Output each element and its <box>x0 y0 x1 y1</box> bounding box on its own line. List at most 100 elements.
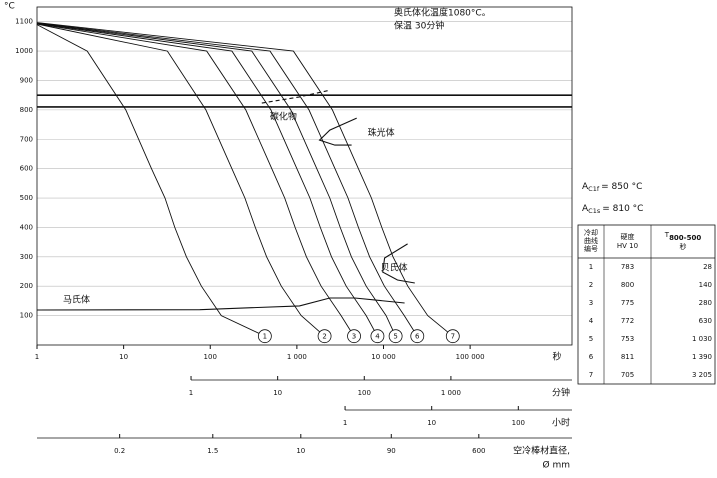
cooling-curve <box>36 24 266 337</box>
x-tick-label: 100 000 <box>456 353 485 361</box>
phase-boundary <box>261 89 330 104</box>
phase-label: 马氏体 <box>63 294 90 306</box>
table-header: T800-500 <box>664 231 702 242</box>
y-tick-label: 1000 <box>15 47 33 55</box>
curve-label: 5 <box>393 333 397 341</box>
secondary-tick-label: 1 000 <box>441 389 461 397</box>
y-tick-label: 100 <box>20 312 33 320</box>
secondary-tick-label: 100 <box>358 389 371 397</box>
table-cell: 705 <box>621 371 634 379</box>
x-unit: 秒 <box>552 351 561 363</box>
reference-label: AC1f = 850 °C <box>582 182 642 194</box>
y-tick-label: 500 <box>20 194 33 202</box>
y-tick-label: 300 <box>20 253 33 261</box>
secondary-tick-label: 10 <box>427 419 436 427</box>
table-cell: 772 <box>621 317 634 325</box>
curve-label: 6 <box>415 333 420 341</box>
annotation: 保温 30分钟 <box>394 20 444 32</box>
table-header: 编号 <box>584 244 598 253</box>
secondary-tick-label: 1 <box>343 419 347 427</box>
table-header: 秒 <box>680 242 687 251</box>
annotation: 奥氏体化温度1080°C。 <box>394 7 491 19</box>
phase-label: 珠光体 <box>368 127 395 139</box>
x-tick-label: 10 000 <box>371 353 396 361</box>
y-tick-label: 600 <box>20 165 33 173</box>
secondary-tick-label: 90 <box>387 447 396 455</box>
table-cell: 775 <box>621 299 634 307</box>
table-cell: 6 <box>589 353 594 361</box>
curve-marker <box>445 329 460 344</box>
phase-label: 贝氏体 <box>381 261 408 273</box>
plot-frame <box>36 6 573 346</box>
reference-label-part: C1s <box>588 207 601 215</box>
x-tick-label: 1 000 <box>287 353 307 361</box>
reference-label-part: C1f <box>588 185 600 193</box>
cooling-curve <box>36 23 355 337</box>
y-tick-label: 700 <box>20 135 33 143</box>
y-tick-label: 1100 <box>15 18 33 26</box>
secondary-unit: 空冷棒材直径, <box>513 445 570 457</box>
table-header: HV 10 <box>617 242 638 250</box>
reference-label-part: = 810 °C <box>602 204 643 214</box>
x-tick-label: 10 <box>119 353 128 361</box>
curve-label: 4 <box>375 333 380 341</box>
table-cell: 2 <box>589 281 593 289</box>
y-tick-label: 800 <box>20 106 33 114</box>
secondary-unit: 小时 <box>552 417 570 429</box>
reference-label: AC1s = 810 °C <box>582 204 643 216</box>
cooling-curve <box>36 22 397 337</box>
table-cell: 630 <box>699 317 712 325</box>
curve-marker <box>410 329 425 344</box>
table-header: 冷却 <box>584 228 598 237</box>
cooling-curve <box>36 23 325 337</box>
secondary-tick-label: 0.2 <box>114 447 125 455</box>
secondary-tick-label: 1 <box>189 389 193 397</box>
curve-label: 1 <box>263 333 267 341</box>
reference-label-part: A <box>582 182 589 192</box>
x-tick-label: 1 <box>35 353 39 361</box>
y-tick-label: 900 <box>20 76 33 84</box>
secondary-tick-label: 600 <box>472 447 485 455</box>
table-header: 曲线 <box>584 236 598 245</box>
table-cell: 753 <box>621 335 634 343</box>
x-tick-label: 100 <box>204 353 217 361</box>
curve-label: 7 <box>451 333 455 341</box>
y-tick-label: 200 <box>20 282 33 290</box>
table-cell: 3 <box>589 299 593 307</box>
phase-boundary <box>36 297 405 311</box>
curve-marker <box>257 329 272 344</box>
table-cell: 1 390 <box>692 353 712 361</box>
table-cell: 5 <box>589 335 593 343</box>
y-tick-label: 400 <box>20 223 33 231</box>
table-cell: 7 <box>589 371 593 379</box>
secondary-tick-label: 10 <box>273 389 282 397</box>
table-cell: 1 <box>589 263 593 271</box>
table-cell: 280 <box>699 299 712 307</box>
curve-marker <box>370 329 385 344</box>
cooling-curve <box>36 23 378 337</box>
reference-label-part: = 850 °C <box>601 182 642 192</box>
secondary-tick-label: 10 <box>296 447 305 455</box>
curve-label: 3 <box>352 333 356 341</box>
table-header-part: T <box>664 231 670 239</box>
table-cell: 800 <box>621 281 634 289</box>
phase-label: 碳化物 <box>270 111 297 123</box>
curve-marker <box>388 329 403 344</box>
table-frame <box>577 224 716 385</box>
table-cell: 783 <box>621 263 634 271</box>
curve-label: 2 <box>322 333 326 341</box>
secondary-unit: Ø mm <box>543 460 570 471</box>
phase-boundary <box>382 243 415 284</box>
table-header: 硬度 <box>621 232 635 241</box>
table-cell: 1 030 <box>692 335 712 343</box>
cooling-curve <box>36 22 418 337</box>
y-unit: °C <box>4 2 15 12</box>
table-cell: 811 <box>621 353 634 361</box>
curve-marker <box>317 329 332 344</box>
table-header-part: 800-500 <box>669 234 701 242</box>
secondary-tick-label: 100 <box>512 419 525 427</box>
table-cell: 28 <box>703 263 712 271</box>
table-cell: 4 <box>589 317 594 325</box>
